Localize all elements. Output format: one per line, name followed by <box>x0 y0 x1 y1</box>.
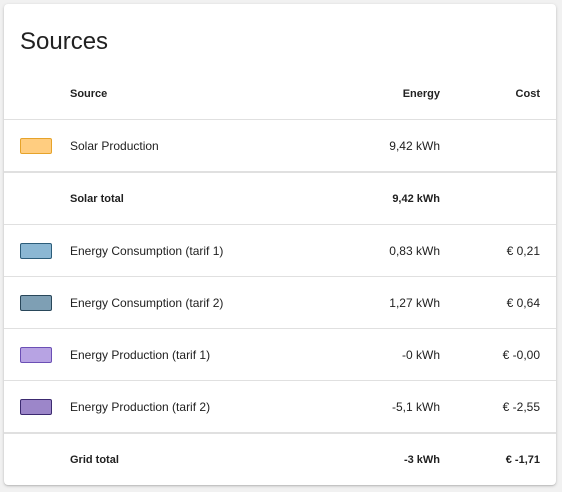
sources-table: Source Energy Cost Solar Production 9,42… <box>4 68 556 485</box>
color-swatch-production-tarif-2 <box>20 398 52 415</box>
table-row-solar-total: Solar total 9,42 kWh <box>4 172 556 225</box>
cell-energy: -3 kWh <box>403 453 440 466</box>
sources-card: Sources Source Energy Cost Solar Product… <box>4 4 556 485</box>
table-row-solar-production: Solar Production 9,42 kWh <box>4 119 556 173</box>
cell-energy: -0 kWh <box>300 328 440 381</box>
cell-cost: € 0,21 <box>440 224 556 277</box>
cell-source: Energy Consumption (tarif 2) <box>70 276 300 329</box>
header-cost: Cost <box>440 68 556 120</box>
cell-cost: € -2,55 <box>440 380 556 434</box>
cell-cost: € 0,64 <box>440 276 556 329</box>
table-row-production-tarif-2: Energy Production (tarif 2) -5,1 kWh € -… <box>4 380 556 434</box>
table-row-grid-total: Grid total -3 kWh € -1,71 <box>4 433 556 485</box>
cell-energy: 9,42 kWh <box>300 172 440 225</box>
cell-source: Energy Production (tarif 2) <box>70 380 300 434</box>
table-row-consumption-tarif-2: Energy Consumption (tarif 2) 1,27 kWh € … <box>4 276 556 329</box>
table-row-production-tarif-1: Energy Production (tarif 1) -0 kWh € -0,… <box>4 328 556 381</box>
cell-source: Grid total <box>70 453 119 466</box>
cell-cost: € -0,00 <box>440 328 556 381</box>
cell-cost <box>440 119 556 173</box>
cell-source: Energy Production (tarif 1) <box>70 328 300 381</box>
color-swatch-production-tarif-1 <box>20 346 52 363</box>
cell-energy: -5,1 kWh <box>300 380 440 434</box>
cell-cost: € -1,71 <box>505 453 540 466</box>
header-energy: Energy <box>300 68 440 120</box>
cell-energy: 0,83 kWh <box>300 224 440 277</box>
color-swatch-consumption-tarif-2 <box>20 294 52 311</box>
cell-source: Energy Consumption (tarif 1) <box>70 224 300 277</box>
cell-energy: 9,42 kWh <box>300 119 440 173</box>
header-swatch <box>4 68 70 120</box>
cell-energy: 1,27 kWh <box>300 276 440 329</box>
cell-source: Solar Production <box>70 119 300 173</box>
header-source: Source <box>70 68 300 120</box>
card-title: Sources <box>20 28 109 55</box>
cell-cost <box>440 172 556 225</box>
table-row-consumption-tarif-1: Energy Consumption (tarif 1) 0,83 kWh € … <box>4 224 556 277</box>
cell-source: Solar total <box>70 172 300 225</box>
table-header-row: Source Energy Cost <box>4 68 556 120</box>
color-swatch-solar-production <box>20 137 52 154</box>
color-swatch-consumption-tarif-1 <box>20 242 52 259</box>
